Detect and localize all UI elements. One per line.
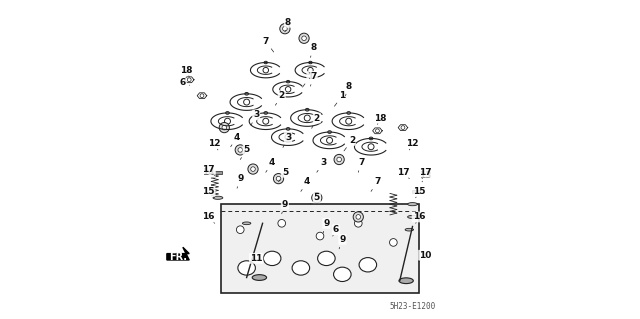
Ellipse shape <box>333 267 351 281</box>
Ellipse shape <box>405 228 413 231</box>
Ellipse shape <box>317 251 335 265</box>
Text: 5: 5 <box>310 193 320 204</box>
Circle shape <box>356 215 360 219</box>
Circle shape <box>355 219 362 227</box>
Ellipse shape <box>305 108 309 111</box>
Text: 2: 2 <box>275 91 285 105</box>
Text: 13: 13 <box>419 171 431 182</box>
Text: 3: 3 <box>251 110 259 125</box>
Bar <box>412 190 420 193</box>
Circle shape <box>316 232 324 240</box>
Ellipse shape <box>264 61 268 64</box>
Ellipse shape <box>408 215 417 219</box>
Circle shape <box>390 239 397 246</box>
Ellipse shape <box>245 93 248 95</box>
Text: 4: 4 <box>266 158 275 172</box>
Ellipse shape <box>213 196 223 199</box>
Text: 7: 7 <box>262 37 274 52</box>
Ellipse shape <box>286 128 290 130</box>
Text: 7: 7 <box>358 158 365 172</box>
Text: 3: 3 <box>283 133 291 147</box>
Text: 17: 17 <box>419 168 431 179</box>
Ellipse shape <box>369 137 373 140</box>
Ellipse shape <box>328 131 332 133</box>
Circle shape <box>278 219 285 227</box>
Ellipse shape <box>408 203 417 206</box>
Ellipse shape <box>252 275 267 280</box>
Text: 15: 15 <box>413 187 425 198</box>
Text: 6: 6 <box>180 78 190 87</box>
Circle shape <box>222 125 227 130</box>
Text: 12: 12 <box>406 139 419 150</box>
Circle shape <box>283 26 287 31</box>
Text: 8: 8 <box>310 43 317 57</box>
Circle shape <box>314 196 319 200</box>
Circle shape <box>312 193 322 203</box>
Text: FR.: FR. <box>169 252 187 262</box>
Text: 15: 15 <box>202 187 215 198</box>
Text: 16: 16 <box>413 212 425 223</box>
Circle shape <box>273 174 284 184</box>
Ellipse shape <box>243 222 251 225</box>
Circle shape <box>238 148 243 152</box>
Text: 6: 6 <box>333 225 339 236</box>
Circle shape <box>276 176 281 181</box>
Text: 9: 9 <box>339 235 346 249</box>
Text: 12: 12 <box>209 139 221 150</box>
Ellipse shape <box>226 112 229 114</box>
Text: 5: 5 <box>278 168 288 182</box>
Ellipse shape <box>347 112 351 114</box>
Text: 17: 17 <box>202 165 215 175</box>
Text: 8: 8 <box>346 82 352 96</box>
Ellipse shape <box>308 61 312 64</box>
Text: 8: 8 <box>285 18 291 32</box>
Bar <box>221 204 419 293</box>
Text: 9: 9 <box>282 200 288 214</box>
Circle shape <box>353 212 364 222</box>
Text: 10: 10 <box>419 251 431 262</box>
Circle shape <box>251 167 255 171</box>
Text: 14: 14 <box>202 168 215 179</box>
Text: 7: 7 <box>371 177 381 191</box>
Circle shape <box>219 122 229 133</box>
Ellipse shape <box>238 261 255 275</box>
Ellipse shape <box>287 80 290 83</box>
Text: 2: 2 <box>344 136 355 151</box>
Text: 4: 4 <box>301 177 310 191</box>
Text: 11: 11 <box>250 254 262 263</box>
Bar <box>214 171 222 174</box>
Text: 4: 4 <box>230 133 240 147</box>
Ellipse shape <box>264 251 281 265</box>
Ellipse shape <box>359 258 376 272</box>
Text: 18: 18 <box>374 114 387 124</box>
Text: 16: 16 <box>202 212 215 223</box>
Text: 1: 1 <box>335 91 346 106</box>
Text: 2: 2 <box>312 114 320 128</box>
Circle shape <box>334 154 344 165</box>
Circle shape <box>236 226 244 234</box>
Circle shape <box>280 24 290 34</box>
Ellipse shape <box>264 112 268 114</box>
Text: 5: 5 <box>240 145 250 160</box>
Circle shape <box>337 157 341 162</box>
Text: 17: 17 <box>397 168 410 179</box>
Polygon shape <box>167 247 189 260</box>
Text: 18: 18 <box>180 66 192 77</box>
Text: 9: 9 <box>237 174 243 188</box>
Circle shape <box>235 145 245 155</box>
Circle shape <box>299 33 309 43</box>
Text: 5H23-E1200: 5H23-E1200 <box>389 302 436 311</box>
Ellipse shape <box>399 278 413 284</box>
Text: 3: 3 <box>317 158 326 172</box>
Circle shape <box>301 36 307 41</box>
Ellipse shape <box>292 261 310 275</box>
Circle shape <box>248 164 258 174</box>
Text: 1: 1 <box>303 72 314 87</box>
Text: 7: 7 <box>310 72 317 86</box>
Text: 9: 9 <box>323 219 330 233</box>
